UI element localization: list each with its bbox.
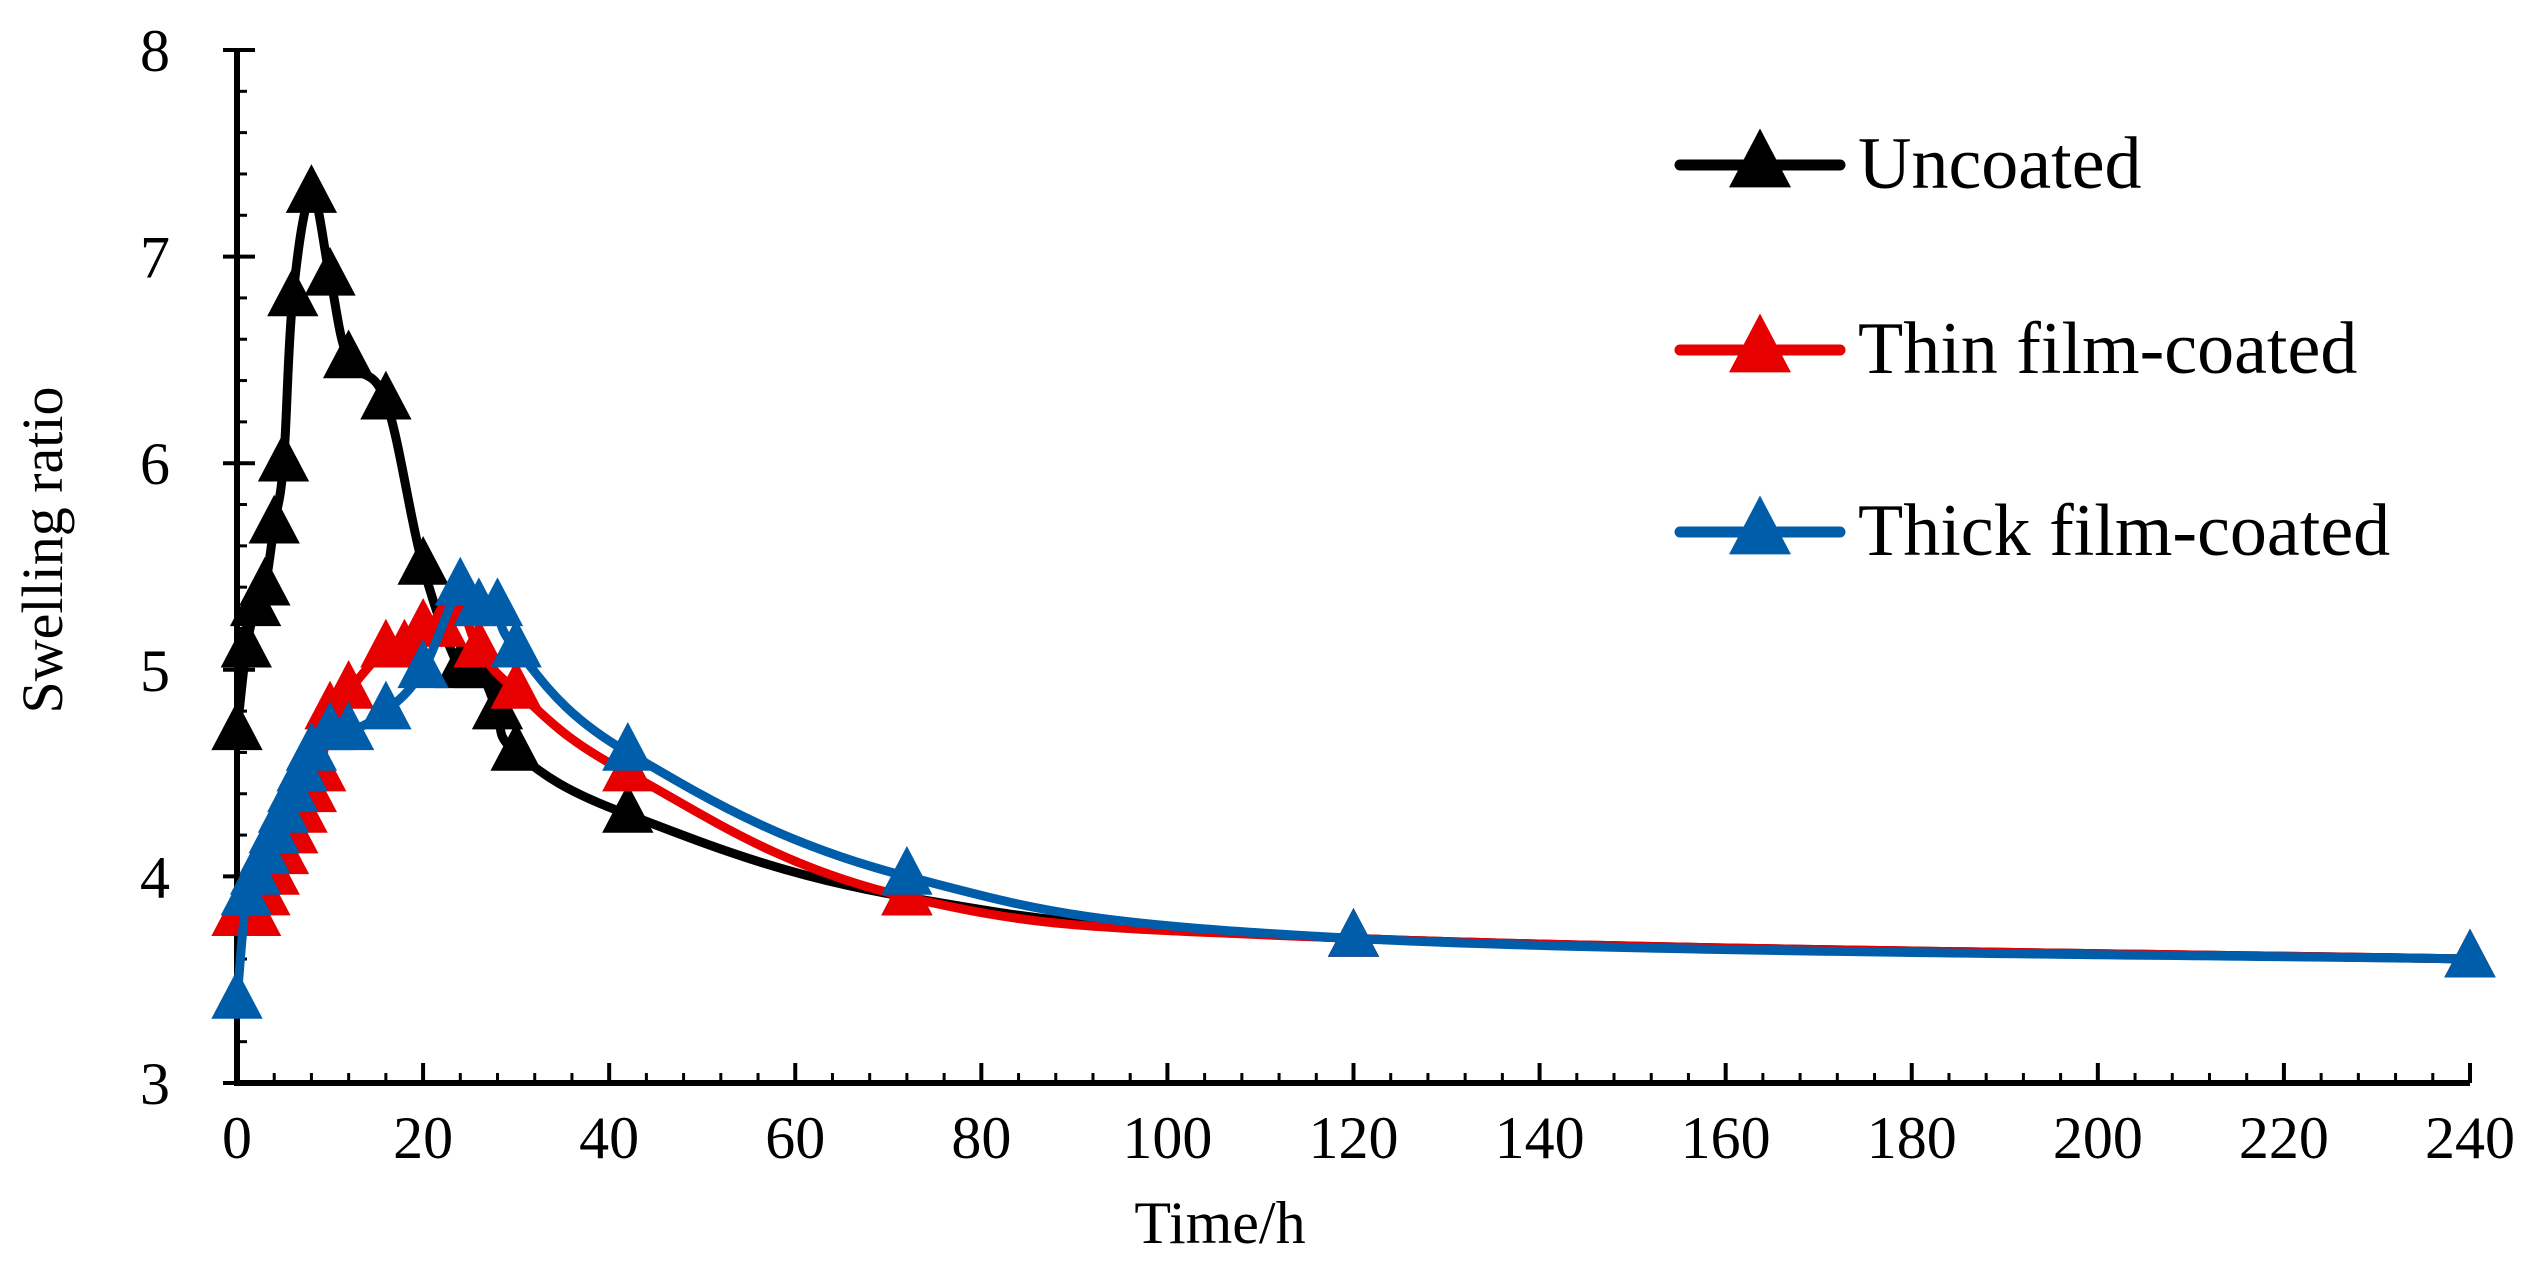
x-tick-label: 160 xyxy=(1681,1105,1771,1171)
data-point-marker xyxy=(490,618,542,668)
data-point-marker xyxy=(881,845,933,895)
data-point-marker xyxy=(220,618,272,668)
y-tick-label: 7 xyxy=(140,225,170,291)
y-ticks: 3 4 5 6 7 8 xyxy=(140,18,255,1117)
x-tick-label: 0 xyxy=(222,1105,252,1171)
y-tick-label: 5 xyxy=(140,638,170,704)
legend-item: Uncoated xyxy=(1674,123,2142,205)
legend-swatch-marker xyxy=(1729,128,1791,188)
data-point-marker xyxy=(285,164,338,213)
series-group xyxy=(211,164,2496,1019)
data-point-marker xyxy=(239,556,291,606)
data-point-marker xyxy=(490,722,542,771)
data-point-marker xyxy=(248,494,300,544)
x-tick-label: 40 xyxy=(579,1105,639,1171)
data-point-marker xyxy=(490,660,542,709)
data-point-marker xyxy=(397,639,449,689)
data-point-marker xyxy=(322,329,375,379)
data-point-marker xyxy=(453,618,505,668)
x-tick-label: 80 xyxy=(951,1105,1011,1171)
legend-label: Thin film-coated xyxy=(1858,308,2357,390)
y-tick-label: 3 xyxy=(140,1051,170,1117)
data-point-marker xyxy=(2444,928,2496,978)
data-point-marker xyxy=(602,783,654,833)
legend-swatch-marker xyxy=(1729,313,1791,373)
x-ticks: 0 20 40 60 80 100 120 140 160 180 200 220 240 xyxy=(222,1063,2515,1171)
data-point-marker xyxy=(471,577,524,627)
series-thick-film-coated xyxy=(211,556,2496,1019)
x-tick-label: 140 xyxy=(1495,1105,1585,1171)
y-tick-label: 4 xyxy=(140,844,170,910)
x-tick-label: 180 xyxy=(1867,1105,1957,1171)
data-point-marker xyxy=(602,722,654,771)
y-tick-label: 6 xyxy=(140,431,170,497)
legend-label: Thick film-coated xyxy=(1858,490,2390,572)
data-point-marker xyxy=(267,267,319,317)
data-point-marker xyxy=(1327,907,1380,957)
legend-label: Uncoated xyxy=(1858,123,2142,205)
x-tick-label: 240 xyxy=(2425,1105,2515,1171)
x-tick-label: 220 xyxy=(2239,1105,2329,1171)
x-tick-label: 20 xyxy=(393,1105,453,1171)
data-point-marker xyxy=(322,701,375,751)
data-point-marker xyxy=(360,680,412,730)
series-line xyxy=(232,602,2475,964)
x-tick-label: 60 xyxy=(765,1105,825,1171)
data-point-marker xyxy=(360,370,412,420)
data-point-marker xyxy=(304,246,356,296)
legend-item: Thick film-coated xyxy=(1674,490,2390,572)
x-tick-label: 120 xyxy=(1309,1105,1399,1171)
legend-swatch-marker xyxy=(1729,495,1791,555)
x-axis-title: Time/h xyxy=(1134,1190,1305,1256)
data-point-marker xyxy=(257,432,310,482)
data-point-marker xyxy=(397,536,449,585)
data-point-marker xyxy=(211,701,263,751)
data-point-marker xyxy=(211,969,263,1019)
x-tick-label: 100 xyxy=(1122,1105,1212,1171)
y-tick-label: 8 xyxy=(140,18,170,84)
x-tick-label: 200 xyxy=(2053,1105,2143,1171)
y-axis-title: Swelling ratio xyxy=(10,386,75,713)
legend-item: Thin film-coated xyxy=(1674,308,2357,390)
legend: Uncoated Thin film-coated Thick film-coate… xyxy=(1674,123,2390,572)
